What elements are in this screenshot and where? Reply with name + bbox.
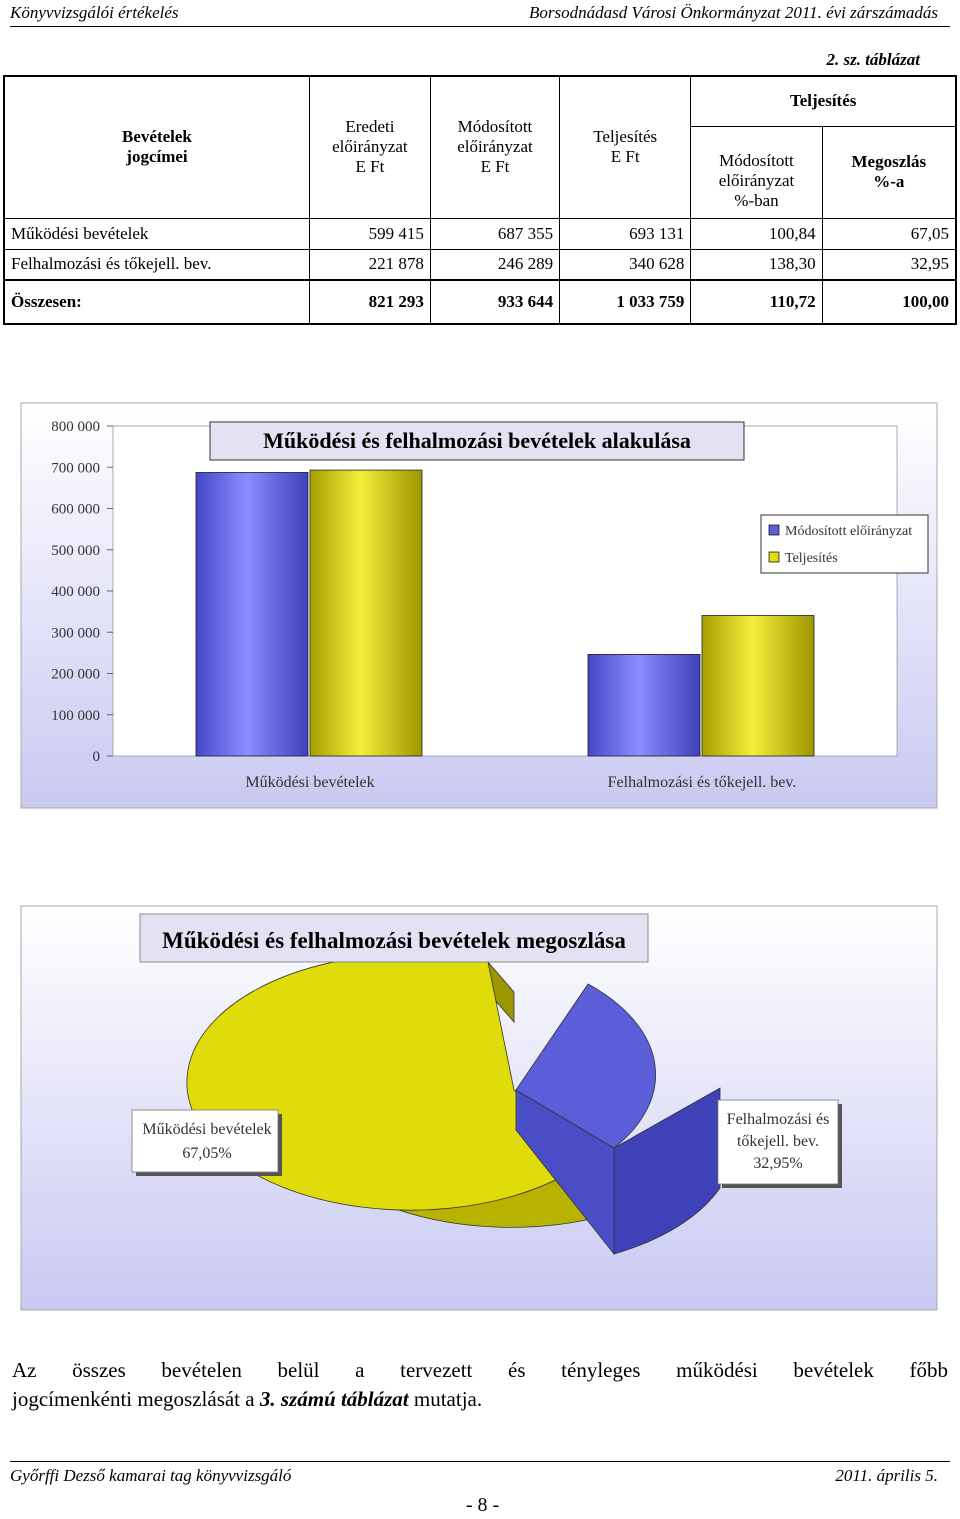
y-tick-label: 0 <box>93 749 101 765</box>
page-footer: Győrffi Dezső kamarai tag könyvvizsgáló … <box>10 1461 950 1485</box>
y-tick-label: 300 000 <box>51 625 100 641</box>
legend-modositott: Módosított előirányzat <box>785 524 912 539</box>
footer-right: 2011. április 5. <box>835 1466 938 1485</box>
svg-text:Felhalmozási és: Felhalmozási és <box>727 1111 830 1128</box>
legend-swatch-blue <box>768 524 780 536</box>
body-paragraph: Az összes bevételen belül a tervezett és… <box>12 1356 948 1414</box>
y-tick-label: 800 000 <box>51 419 100 435</box>
pie-slice-mukodesi <box>186 953 587 1228</box>
paragraph-line-2: jogcímenkénti megoszlását a 3. számú táb… <box>12 1387 483 1411</box>
bar-teljesites <box>309 469 423 757</box>
th-eredeti: Eredeti előirányzat E Ft <box>308 75 431 219</box>
th-modositott: Módosított előirányzat E Ft <box>429 75 561 219</box>
y-tick-label: 100 000 <box>51 708 100 724</box>
table-caption: 2. sz. táblázat <box>826 50 920 69</box>
th-teljesites-group: Teljesítés <box>690 75 957 127</box>
bar-category-label: Felhalmozási és tőkejell. bev. <box>608 774 797 791</box>
bar-modositott <box>587 654 701 757</box>
th-teljesites: Teljesítés E Ft <box>559 75 692 219</box>
paragraph-line-1: Az összes bevételen belül a tervezett és… <box>12 1358 948 1382</box>
bar-chart: 0 100 000 200 000 300 000 400 000 500 000 600 … <box>20 402 938 809</box>
footer-left: Győrffi Dezső kamarai tag könyvvizsgáló <box>10 1466 292 1485</box>
bar-legend: Módosított előirányzat Teljesítés <box>760 514 929 574</box>
y-tick-label: 200 000 <box>51 667 100 683</box>
legend-teljesites: Teljesítés <box>785 551 838 566</box>
y-tick-label: 400 000 <box>51 584 100 600</box>
table-total-row: Összesen: 821 293 933 644 1 033 759 110,… <box>3 279 957 325</box>
pie-chart-title: Működési és felhalmozási bevételek megos… <box>162 928 626 953</box>
pie-chart: Működési és felhalmozási bevételek megos… <box>20 905 938 1311</box>
bar-category-label: Működési bevételek <box>245 774 374 791</box>
th-jogcim: Bevételek jogcímei <box>3 75 310 219</box>
header-right: Borsodnádasd Városi Önkormányzat 2011. é… <box>529 3 938 22</box>
table-row: Felhalmozási és tőkejell. bev. 221 878 2… <box>3 248 957 281</box>
table-reference: 3. számú táblázat <box>259 1387 409 1411</box>
y-tick-label: 500 000 <box>51 543 100 559</box>
pie-slice-felhalmozasi <box>515 983 721 1256</box>
bar-chart-title: Működési és felhalmozási bevételek alaku… <box>263 428 691 453</box>
bar-teljesites <box>701 615 815 757</box>
bar-modositott <box>195 472 309 757</box>
table-row: Működési bevételek 599 415 687 355 693 1… <box>3 217 957 250</box>
y-tick-label: 600 000 <box>51 502 100 518</box>
svg-text:Működési bevételek: Működési bevételek <box>142 1121 271 1138</box>
th-megoszlas: Megoszlás %-a <box>821 125 957 219</box>
svg-text:tőkejell. bev.: tőkejell. bev. <box>737 1133 819 1150</box>
legend-swatch-yellow <box>768 551 780 563</box>
page-number: - 8 - <box>465 1494 500 1516</box>
pie-label-felhalmozasi: Felhalmozási és tőkejell. bev. 32,95% <box>717 1099 842 1188</box>
page-header: Könyvvizsgálói értékelés Borsodnádasd Vá… <box>10 0 950 27</box>
y-tick-label: 700 000 <box>51 460 100 476</box>
th-pct-modositott: Módosított előirányzat %-ban <box>690 125 823 219</box>
header-left: Könyvvizsgálói értékelés <box>10 3 179 22</box>
svg-text:67,05%: 67,05% <box>182 1145 231 1162</box>
revenue-table: Bevételek jogcímei Eredeti előirányzat E Ft… <box>3 75 957 325</box>
pie-label-mukodesi: Működési bevételek 67,05% <box>131 1109 282 1176</box>
svg-text:32,95%: 32,95% <box>753 1155 802 1172</box>
